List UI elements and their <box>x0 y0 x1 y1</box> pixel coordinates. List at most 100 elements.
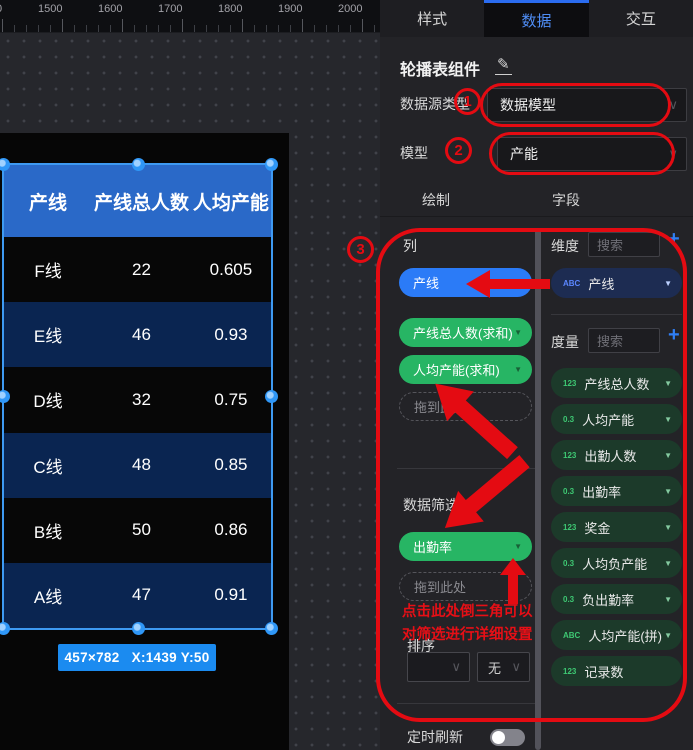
chevron-down-icon[interactable]: ▼ <box>664 414 672 424</box>
dimension-field-pill[interactable]: ABC 产线 ▼ <box>551 268 682 298</box>
field-label: 人均负产能 <box>582 556 648 572</box>
resize-handle-bottom-left[interactable] <box>0 622 10 635</box>
tab-data[interactable]: 数据 <box>484 0 589 37</box>
drop-placeholder[interactable]: 拖到此处 <box>399 572 532 601</box>
measure-field-pill[interactable]: 123 产线总人数 ▼ <box>551 368 682 398</box>
measure-field-pill[interactable]: 0.3 人均负产能 ▼ <box>551 548 682 578</box>
filter-field-pill[interactable]: 出勤率 ▼ <box>399 532 532 561</box>
ruler-tick-label: 1700 <box>158 3 183 15</box>
divider <box>380 216 693 217</box>
measure-field-pill[interactable]: 123 记录数 <box>551 656 682 686</box>
measure-field-pill[interactable]: 123 奖金 ▼ <box>551 512 682 542</box>
sort-order-select[interactable]: 无 ∨ <box>477 652 530 682</box>
add-measure-icon[interactable]: + <box>668 324 680 346</box>
chevron-down-icon[interactable]: ▼ <box>664 278 672 288</box>
table-cell: 0.605 <box>209 259 253 279</box>
chevron-down-icon: ∨ <box>511 659 521 674</box>
add-dimension-icon[interactable]: + <box>668 228 680 250</box>
field-type-icon: 0.3 <box>563 486 575 496</box>
field-type-icon: 123 <box>563 378 577 388</box>
properties-panel: 样式 数据 交互 轮播表组件 ✎ 数据源类型 数据模型 ∨ 模型 产能 ∨ 绘制… <box>380 0 693 750</box>
toggle-knob <box>492 731 505 744</box>
measure-field-pill[interactable]: 0.3 出勤率 ▼ <box>551 476 682 506</box>
resize-handle-top-left[interactable] <box>0 158 10 171</box>
carousel-table-component[interactable]: 产线 产线总人数 人均产能 F线 22 0.605 E线 46 0.93 D线 32 0.75 C线 48… <box>0 158 278 635</box>
field-label: 记录数 <box>584 664 624 680</box>
chevron-down-icon[interactable]: ▼ <box>664 522 672 532</box>
table-cell: 48 <box>132 455 151 475</box>
table-cell: 0.93 <box>214 324 248 344</box>
auto-refresh-label: 定时刷新 <box>407 729 463 745</box>
tab-style[interactable]: 样式 <box>417 11 448 28</box>
table-row: C线 48 0.85 <box>4 432 271 498</box>
column-field-pill[interactable]: 产线总人数(求和) ▼ <box>399 318 532 347</box>
horizontal-ruler: 0 1500 1600 1700 1800 1900 2000 <box>0 0 380 33</box>
resize-handle-top-mid[interactable] <box>132 158 145 171</box>
panel-tabbar: 样式 数据 交互 <box>380 0 693 37</box>
chevron-down-icon[interactable]: ▼ <box>664 378 672 388</box>
subtab-fields[interactable]: 字段 <box>552 192 580 208</box>
dimension-search-input[interactable]: 搜索 <box>588 232 660 257</box>
chevron-down-icon[interactable]: ▼ <box>664 558 672 568</box>
measure-field-pill[interactable]: 0.3 负出勤率 ▼ <box>551 584 682 614</box>
dimension-label: 维度 <box>551 238 579 254</box>
sort-order-value: 无 <box>488 660 502 676</box>
table-cell: 产线 <box>29 192 68 214</box>
chevron-down-icon[interactable]: ▼ <box>664 486 672 496</box>
resize-handle-mid-left[interactable] <box>0 390 10 403</box>
panel-scrollbar[interactable] <box>535 228 541 750</box>
field-label: 出勤率 <box>582 484 622 500</box>
table-row: F线 22 0.605 <box>4 237 271 303</box>
data-filter-label: 数据筛选 <box>403 497 459 513</box>
columns-label: 列 <box>403 238 417 254</box>
model-select[interactable]: 产能 ∨ <box>497 137 687 171</box>
chevron-down-icon[interactable]: ▼ <box>514 328 522 337</box>
field-label: 奖金 <box>584 520 611 536</box>
table-cell: A线 <box>33 587 63 607</box>
table-header-row: 产线 产线总人数 人均产能 <box>4 165 271 237</box>
annotation-step-1: 1 <box>454 88 481 115</box>
size-position-badge: 457×782 X:1439 Y:50 <box>58 644 216 671</box>
auto-refresh-toggle[interactable] <box>490 729 525 746</box>
measure-field-pill[interactable]: 0.3 人均产能 ▼ <box>551 404 682 434</box>
resize-handle-top-right[interactable] <box>265 158 278 171</box>
table-cell: 32 <box>132 389 151 409</box>
pill-label: 产线总人数(求和) <box>413 326 513 341</box>
annotation-arrow-triangle-hint <box>500 558 526 604</box>
datasource-type-label: 数据源类型 <box>400 96 470 112</box>
field-type-icon: 0.3 <box>563 558 575 568</box>
sort-field-select[interactable]: ∨ <box>407 652 470 682</box>
pill-label: 人均产能(求和) <box>413 363 500 378</box>
table-cell: 0.75 <box>214 389 248 409</box>
measure-field-pill[interactable]: ABC 人均产能(拼) ▼ <box>551 620 682 650</box>
resize-handle-bottom-mid[interactable] <box>132 622 145 635</box>
subtab-draw[interactable]: 绘制 <box>422 192 450 208</box>
chevron-down-icon[interactable]: ▼ <box>664 450 672 460</box>
ruler-tick-label: 2000 <box>338 3 363 15</box>
table-cell: 人均产能 <box>192 192 269 214</box>
resize-handle-bottom-right[interactable] <box>265 622 278 635</box>
table-cell: 47 <box>132 585 151 605</box>
component-title: 轮播表组件 <box>400 62 481 79</box>
measure-field-pill[interactable]: 123 出勤人数 ▼ <box>551 440 682 470</box>
table-cell: B线 <box>33 522 63 542</box>
tab-interaction[interactable]: 交互 <box>625 11 656 28</box>
resize-handle-mid-right[interactable] <box>265 390 278 403</box>
pill-label: 产线 <box>413 276 440 291</box>
chevron-down-icon[interactable]: ▼ <box>664 630 672 640</box>
table-cell: 产线总人数 <box>93 192 189 214</box>
table-cell: 46 <box>132 324 151 344</box>
annotation-step-3: 3 <box>347 236 374 263</box>
chevron-down-icon: ∨ <box>668 97 678 112</box>
column-field-pill[interactable]: 人均产能(求和) ▼ <box>399 355 532 384</box>
chevron-down-icon[interactable]: ▼ <box>664 594 672 604</box>
chevron-down-icon[interactable]: ▼ <box>514 542 522 551</box>
measure-search-input[interactable]: 搜索 <box>588 328 660 353</box>
datasource-type-select[interactable]: 数据模型 ∨ <box>487 88 687 122</box>
edit-title-icon[interactable]: ✎ <box>495 56 512 75</box>
field-label: 产线总人数 <box>584 376 650 392</box>
table-cell: 22 <box>132 259 151 279</box>
table-row: E线 46 0.93 <box>4 302 271 368</box>
chevron-down-icon[interactable]: ▼ <box>514 365 522 374</box>
